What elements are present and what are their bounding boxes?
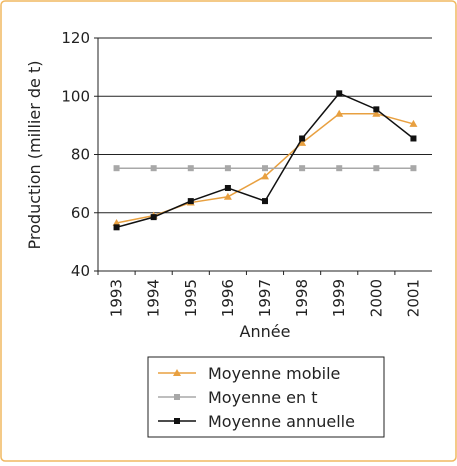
legend-marker xyxy=(174,418,180,424)
point xyxy=(150,165,157,172)
point xyxy=(112,218,121,226)
point xyxy=(113,224,120,231)
point xyxy=(336,90,343,97)
point xyxy=(335,109,344,117)
x-axis-label: Année xyxy=(240,322,291,341)
point xyxy=(262,198,268,205)
point xyxy=(336,165,343,172)
y-axis-label: Production (millier de t) xyxy=(25,61,44,250)
point xyxy=(299,135,306,142)
point xyxy=(373,106,380,113)
point xyxy=(187,165,194,172)
point xyxy=(409,119,418,127)
point xyxy=(187,198,194,205)
legend-label: Moyenne en t xyxy=(208,388,317,407)
y-tick-label: 60 xyxy=(71,204,90,222)
point xyxy=(410,135,417,142)
x-tick-label: 1996 xyxy=(219,279,237,317)
point xyxy=(224,165,231,172)
x-tick-label: 1995 xyxy=(182,279,200,317)
legend-label: Moyenne annuelle xyxy=(208,412,355,431)
y-tick-label: 40 xyxy=(71,262,90,280)
x-tick-label: 2001 xyxy=(404,279,422,317)
x-tick-label: 1997 xyxy=(256,279,274,317)
legend-label: Moyenne mobile xyxy=(208,364,340,383)
x-tick-label: 1993 xyxy=(108,279,126,317)
point xyxy=(372,109,381,117)
x-tick-label: 2000 xyxy=(367,279,385,317)
point xyxy=(410,165,417,172)
legend-marker xyxy=(174,394,180,400)
x-tick-label: 1994 xyxy=(145,279,163,317)
x-tick-label: 1999 xyxy=(330,279,348,317)
point xyxy=(113,165,120,172)
x-tick-label: 1998 xyxy=(293,279,311,317)
point xyxy=(223,192,232,200)
legend-marker xyxy=(173,369,181,376)
y-tick-label: 100 xyxy=(61,87,90,105)
point xyxy=(298,138,307,146)
point xyxy=(150,214,157,221)
point xyxy=(262,165,268,172)
y-tick-label: 80 xyxy=(71,146,90,164)
point xyxy=(261,172,269,180)
point xyxy=(299,165,306,172)
point xyxy=(224,184,231,191)
point xyxy=(373,165,380,172)
y-tick-label: 120 xyxy=(61,29,90,47)
